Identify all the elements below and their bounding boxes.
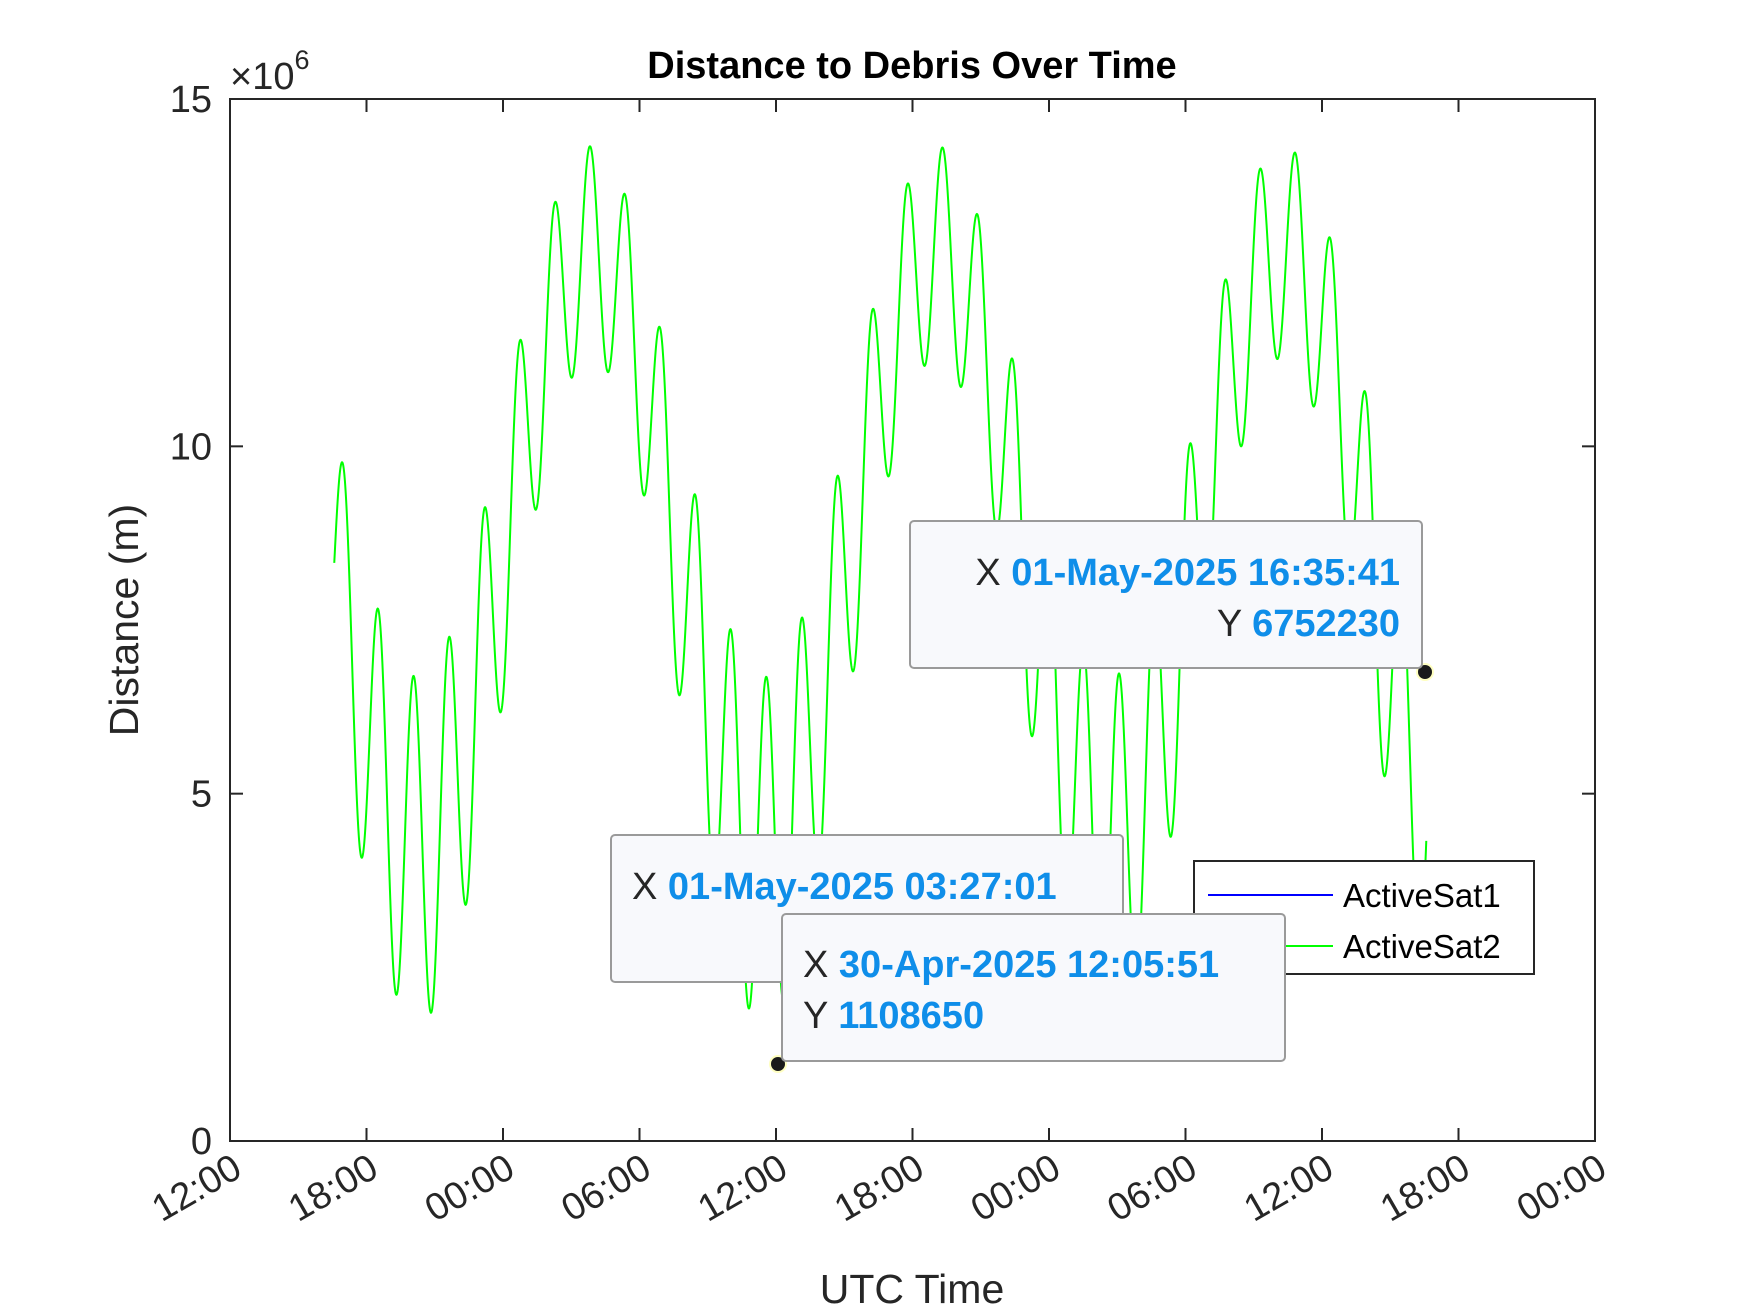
y-exponent-power: 6 (294, 45, 309, 75)
datatip-2-x-value: 01-May-2025 03:27:01 (668, 866, 1057, 908)
datatip-1-x-label: X (975, 552, 1000, 594)
datatip-3-box (781, 913, 1286, 1062)
datatip-3-x-row: X 30-Apr-2025 12:05:51 (803, 944, 1219, 986)
datatip-3-x-value: 30-Apr-2025 12:05:51 (839, 944, 1219, 986)
datatip-1-x-value: 01-May-2025 16:35:41 (1011, 552, 1400, 594)
legend-label-activesat1: ActiveSat1 (1343, 877, 1501, 914)
y-exponent-base: ×10 (230, 56, 294, 98)
datatip-1[interactable]: X 01-May-2025 16:35:41 Y 6752230 (909, 520, 1423, 669)
y-axis-label: Distance (m) (101, 504, 147, 736)
datatip-3-y-label: Y (803, 995, 828, 1037)
y-exponent-label: ×106 (230, 45, 310, 98)
x-axis-label: UTC Time (820, 1266, 1005, 1312)
datatip-1-box (909, 520, 1423, 669)
datatip-1-y-row: Y 6752230 (1217, 603, 1400, 645)
y-tick-label: 15 (170, 79, 212, 121)
y-tick-label: 0 (191, 1121, 212, 1163)
datatip-3-y-value: 1108650 (838, 995, 984, 1037)
datatip-1-x-row: X 01-May-2025 16:35:41 (975, 552, 1400, 594)
y-tick-label: 10 (170, 426, 212, 468)
datatip-2-x-label: X (632, 866, 657, 908)
series-activesat2-line (333, 145, 1428, 1019)
datatip-3-y-row: Y 1108650 (803, 995, 984, 1037)
datatip-2-x-row: X 01-May-2025 03:27:01 (632, 866, 1057, 908)
datatip-1-y-label: Y (1217, 603, 1242, 645)
y-tick-label: 5 (191, 774, 212, 816)
legend-label-activesat2: ActiveSat2 (1343, 928, 1501, 965)
chart-title: Distance to Debris Over Time (647, 45, 1176, 87)
datatip-3[interactable]: X 30-Apr-2025 12:05:51 Y 1108650 (781, 913, 1286, 1062)
datatip-1-y-value: 6752230 (1252, 603, 1400, 645)
datatip-3-x-label: X (803, 944, 828, 986)
